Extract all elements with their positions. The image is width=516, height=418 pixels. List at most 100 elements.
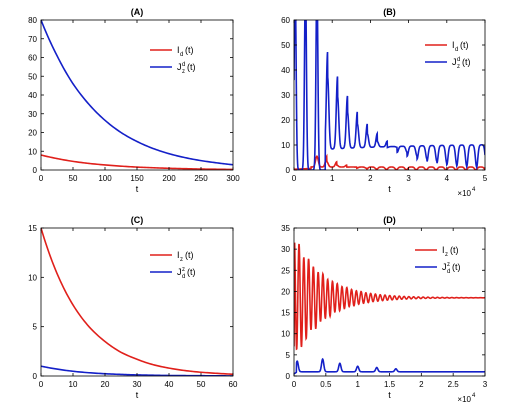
axes-box (40, 19, 234, 171)
axes-box (40, 227, 234, 377)
x-axis-label: t (388, 184, 391, 194)
legend-label-0: I (452, 40, 455, 50)
series-line-1 (41, 20, 233, 166)
y-tick-label: 20 (281, 287, 290, 296)
y-tick-label: 30 (28, 110, 37, 119)
y-tick-label: 10 (281, 141, 290, 150)
x-tick-label: 3 (483, 380, 488, 389)
x-tick-label: 50 (69, 174, 78, 183)
x-axis-label: t (136, 184, 139, 194)
legend-label-1: J (177, 62, 182, 72)
x-tick-label: 2.5 (448, 380, 460, 389)
y-tick-label: 60 (281, 16, 290, 25)
y-tick-label: 15 (28, 224, 37, 233)
legend-subscript-1: d (182, 274, 185, 280)
y-tick-label: 20 (281, 116, 290, 125)
y-tick-label: 5 (286, 351, 291, 360)
legend-tail-0: (t) (450, 245, 459, 255)
legend-subscript-1: z (457, 64, 460, 70)
legend-label-1: J (452, 57, 457, 67)
x-multiplier: ×10 (457, 189, 471, 198)
x-tick-label: 0 (39, 174, 44, 183)
legend-tail-0: (t) (185, 250, 194, 260)
y-tick-label: 35 (281, 224, 290, 233)
y-tick-label: 30 (281, 91, 290, 100)
y-tick-label: 10 (281, 330, 290, 339)
legend-label-0: I (177, 45, 180, 55)
x-tick-label: 2 (419, 380, 424, 389)
x-tick-label: 3 (406, 174, 411, 183)
series-line-0 (294, 242, 485, 351)
series-line-1 (294, 357, 485, 375)
y-tick-label: 0 (33, 372, 38, 381)
legend-subscript-1: z (182, 69, 185, 75)
y-tick-label: 5 (33, 323, 38, 332)
x-tick-label: 10 (69, 380, 78, 389)
x-tick-label: 5 (483, 174, 488, 183)
x-tick-label: 200 (162, 174, 176, 183)
legend-subscript-0: z (445, 252, 448, 258)
x-tick-label: 4 (445, 174, 450, 183)
x-tick-label: 20 (101, 380, 110, 389)
y-tick-label: 0 (33, 166, 38, 175)
y-tick-label: 50 (281, 41, 290, 50)
legend-tail-0: (t) (460, 40, 469, 50)
x-tick-label: 1 (330, 174, 335, 183)
x-tick-label: 50 (197, 380, 206, 389)
x-tick-label: 300 (226, 174, 240, 183)
legend-tail-1: (t) (462, 57, 471, 67)
y-tick-label: 15 (281, 309, 290, 318)
x-axis-label: t (388, 390, 391, 400)
x-tick-label: 60 (229, 380, 238, 389)
x-tick-label: 0 (39, 380, 44, 389)
y-tick-label: 30 (281, 245, 290, 254)
y-tick-label: 10 (28, 147, 37, 156)
y-tick-label: 10 (28, 273, 37, 282)
legend-subscript-0: d (455, 47, 458, 53)
x-tick-label: 0 (292, 380, 297, 389)
series-line-0 (41, 228, 233, 376)
x-tick-label: 0.5 (320, 380, 332, 389)
legend-superscript-1: d (457, 57, 460, 63)
y-tick-label: 50 (28, 72, 37, 81)
legend-tail-0: (t) (185, 45, 194, 55)
x-tick-label: 0 (292, 174, 297, 183)
x-tick-label: 1 (355, 380, 360, 389)
panel-title: (A) (131, 7, 144, 17)
x-tick-label: 2 (368, 174, 373, 183)
legend-subscript-0: z (180, 257, 183, 263)
x-multiplier-exponent: 4 (472, 187, 476, 193)
legend-tail-1: (t) (187, 267, 196, 277)
y-tick-label: 80 (28, 16, 37, 25)
x-tick-label: 1.5 (384, 380, 396, 389)
series-line-1 (294, 20, 485, 170)
panel-a: 0 50 100 150 200 250 300 0 10 20 30 40 50 60 70 80 (A) t I… (28, 7, 240, 194)
legend-tail-1: (t) (452, 262, 461, 272)
panel-title: (B) (383, 7, 396, 17)
legend-subscript-1: d (447, 269, 450, 275)
legend-label-1: J (442, 262, 447, 272)
legend-label-1: J (177, 267, 182, 277)
y-tick-label: 60 (28, 54, 37, 63)
legend-label-0: I (177, 250, 180, 260)
y-tick-label: 40 (28, 91, 37, 100)
legend-tail-1: (t) (187, 62, 196, 72)
x-tick-label: 150 (130, 174, 144, 183)
legend-subscript-0: d (180, 52, 183, 58)
y-tick-label: 40 (281, 66, 290, 75)
legend-superscript-1: d (182, 62, 185, 68)
panel-title: (C) (131, 215, 144, 225)
x-tick-label: 100 (98, 174, 112, 183)
y-tick-label: 0 (286, 372, 291, 381)
y-tick-label: 0 (286, 166, 291, 175)
y-tick-label: 25 (281, 266, 290, 275)
x-multiplier-exponent: 4 (472, 393, 476, 399)
panel-title: (D) (383, 215, 396, 225)
x-tick-label: 30 (133, 380, 142, 389)
x-tick-label: 40 (165, 380, 174, 389)
